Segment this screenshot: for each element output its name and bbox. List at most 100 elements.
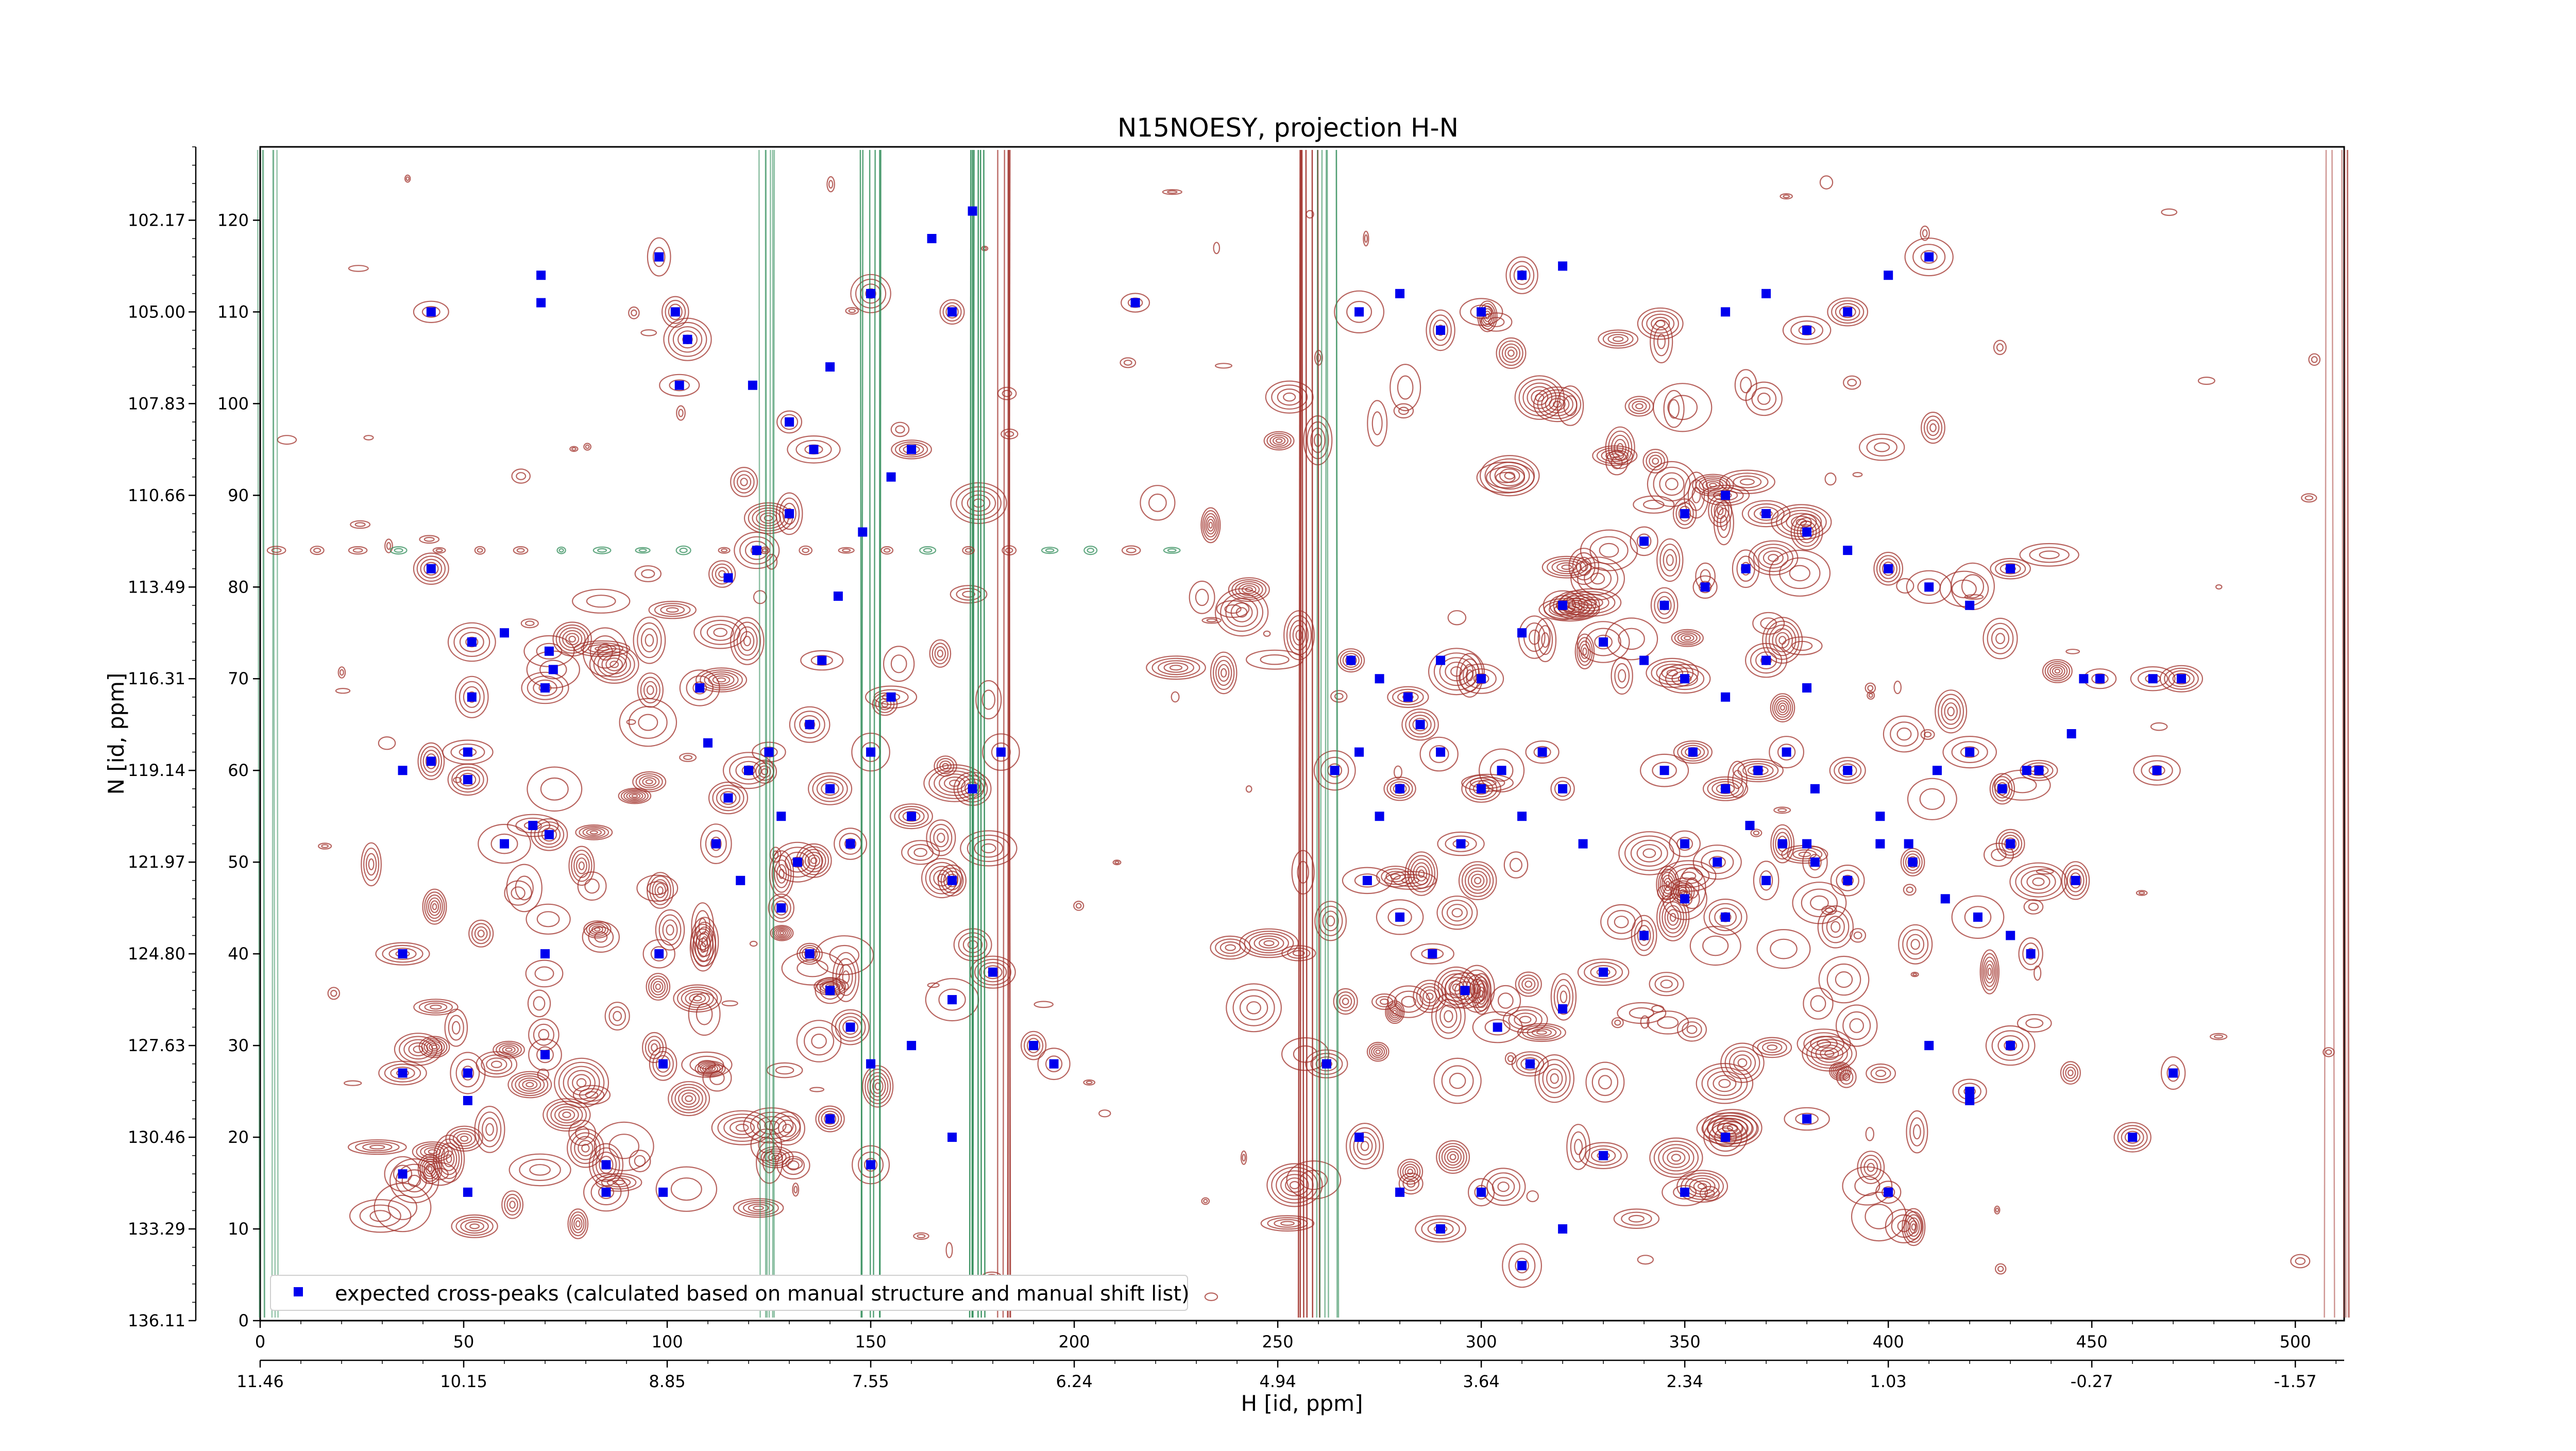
cross-peak — [1904, 839, 1913, 849]
cross-peak — [1721, 491, 1730, 500]
cross-peak — [500, 628, 509, 637]
cross-peak — [1753, 766, 1762, 775]
cross-peak — [1884, 1188, 1893, 1197]
cross-peak — [1875, 812, 1885, 821]
cross-peak — [398, 766, 408, 775]
cross-peak — [1810, 784, 1820, 794]
cross-peak — [2148, 674, 2158, 683]
cross-peak — [1680, 509, 1689, 518]
ppm-y-tick-label: 110.66 — [128, 485, 185, 505]
cross-peak — [427, 307, 436, 316]
cross-peak — [1660, 601, 1669, 610]
cross-peak — [2022, 766, 2031, 775]
cross-peak — [785, 509, 794, 518]
cross-peak — [1403, 693, 1413, 702]
legend-marker — [294, 1287, 303, 1296]
cross-peak — [825, 1115, 835, 1124]
cross-peak — [1924, 252, 1934, 262]
streak-line — [980, 150, 981, 1318]
cross-peak — [996, 748, 1006, 757]
y-tick-label: 10 — [228, 1219, 249, 1239]
cross-peak — [752, 546, 761, 555]
cross-peak — [1395, 289, 1404, 298]
y-tick-label: 0 — [239, 1311, 249, 1330]
cross-peak — [427, 756, 436, 766]
y-tick-label: 110 — [217, 302, 249, 322]
cross-peak — [1941, 894, 1950, 903]
cross-peak — [654, 252, 664, 262]
y-tick-label: 20 — [228, 1127, 249, 1147]
cross-peak — [1680, 894, 1689, 903]
cross-peak — [1688, 748, 1698, 757]
cross-peak — [536, 271, 546, 280]
cross-peak — [1843, 546, 1852, 555]
cross-peak — [724, 794, 733, 803]
cross-peak — [2168, 1069, 2178, 1078]
cross-peak — [846, 839, 855, 849]
cross-peak — [1721, 913, 1730, 922]
cross-peak — [834, 592, 843, 601]
ppm-x-tick-label: 1.03 — [1870, 1372, 1907, 1391]
cross-peak — [1761, 289, 1771, 298]
cross-peak — [2006, 564, 2015, 573]
cross-peak — [1029, 1041, 1038, 1050]
cross-peak — [744, 766, 753, 775]
x-tick-label: 0 — [255, 1332, 265, 1352]
ppm-x-tick-label: -1.57 — [2274, 1372, 2317, 1391]
cross-peak — [463, 1069, 472, 1078]
cross-peak — [1745, 821, 1755, 830]
cross-peak — [1436, 656, 1445, 665]
ppm-x-tick-label: 10.15 — [440, 1372, 487, 1391]
cross-peak — [703, 738, 713, 748]
cross-peak — [671, 307, 680, 316]
cross-peak — [2128, 1133, 2137, 1142]
cross-peak — [1721, 1133, 1730, 1142]
cross-peak — [1843, 307, 1852, 316]
cross-peak — [1660, 766, 1669, 775]
cross-peak — [1395, 784, 1404, 794]
cross-peak — [1884, 564, 1893, 573]
cross-peak — [1428, 949, 1437, 958]
cross-peak — [907, 812, 916, 821]
cross-peak — [724, 573, 733, 583]
cross-peak — [1436, 748, 1445, 757]
x-tick-label: 50 — [453, 1332, 474, 1352]
cross-peak — [2006, 931, 2015, 940]
cross-peak — [427, 564, 436, 573]
cross-peak — [1558, 261, 1567, 271]
cross-peak — [1477, 784, 1486, 794]
cross-peak — [658, 1188, 668, 1197]
cross-peak — [1558, 601, 1567, 610]
cross-peak — [1354, 1133, 1364, 1142]
cross-peak — [805, 720, 815, 729]
cross-peak — [1639, 536, 1649, 546]
cross-peak — [1965, 601, 1974, 610]
cross-peak — [866, 1160, 875, 1170]
cross-peak — [463, 1096, 472, 1105]
cross-peak — [1680, 674, 1689, 683]
cross-peak — [545, 830, 554, 839]
chart-title: N15NOESY, projection H-N — [1117, 113, 1459, 143]
cross-peak — [2067, 729, 2076, 738]
cross-peak — [658, 1059, 668, 1069]
cross-peak — [528, 821, 537, 830]
cross-peak — [846, 1023, 855, 1032]
cross-peak — [1375, 674, 1384, 683]
cross-peak — [1997, 784, 2007, 794]
streak-line — [880, 150, 881, 1318]
cross-peak — [1461, 986, 1470, 995]
cross-peak — [1322, 1059, 1331, 1069]
streak-line — [1317, 150, 1318, 1318]
cross-peak — [1965, 748, 1974, 757]
ppm-y-tick-label: 116.31 — [128, 669, 185, 688]
cross-peak — [1538, 748, 1547, 757]
cross-peak — [809, 445, 819, 454]
cross-peak — [1965, 1087, 1974, 1096]
cross-peak — [1375, 812, 1384, 821]
cross-peak — [2177, 674, 2186, 683]
x-tick-label: 400 — [1873, 1332, 1904, 1352]
cross-peak — [2071, 876, 2080, 885]
cross-peak — [1493, 1023, 1502, 1032]
